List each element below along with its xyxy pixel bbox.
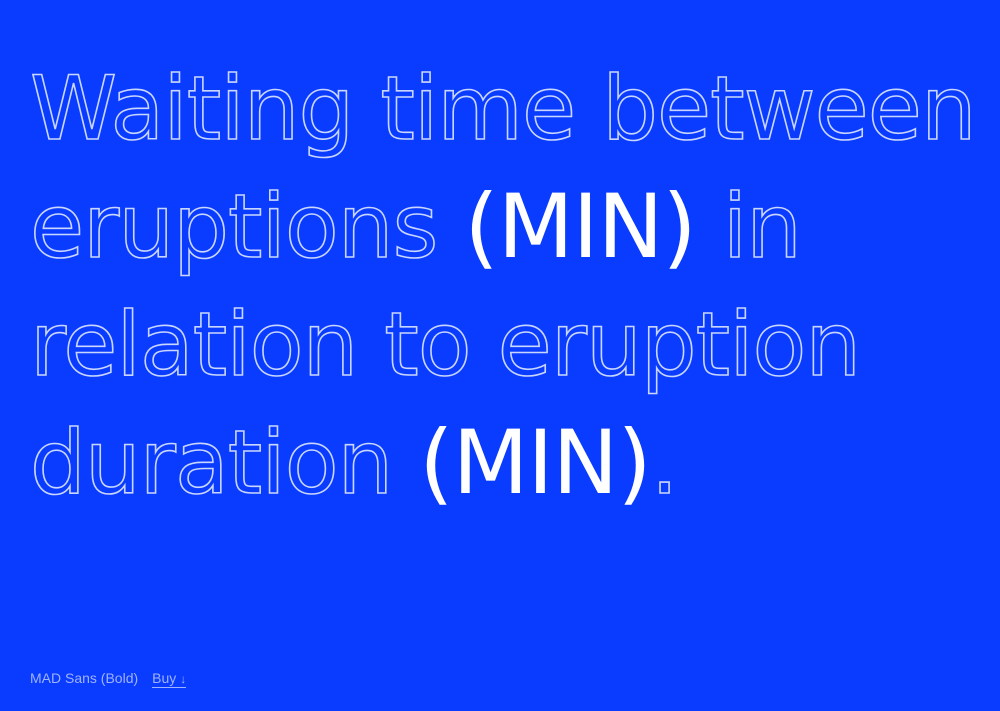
buy-link[interactable]: Buy ↓ <box>152 670 187 688</box>
specimen-outline-text-1: Waiting time between eruptions <box>29 56 977 279</box>
font-footer: MAD Sans (Bold) Buy ↓ <box>30 670 187 688</box>
arrow-down-icon: ↓ <box>180 672 187 686</box>
font-name-label: MAD Sans (Bold) <box>30 670 139 686</box>
specimen-period: . <box>650 410 680 515</box>
buy-label: Buy <box>152 670 177 686</box>
type-specimen-heading: Waiting time between eruptions (MIN) in … <box>29 50 990 522</box>
specimen-solid-text-1: (MIN) <box>464 175 696 278</box>
specimen-outline-text-2: in relation to eruption duration <box>29 174 862 515</box>
specimen-solid-text-2: (MIN) <box>419 411 651 514</box>
